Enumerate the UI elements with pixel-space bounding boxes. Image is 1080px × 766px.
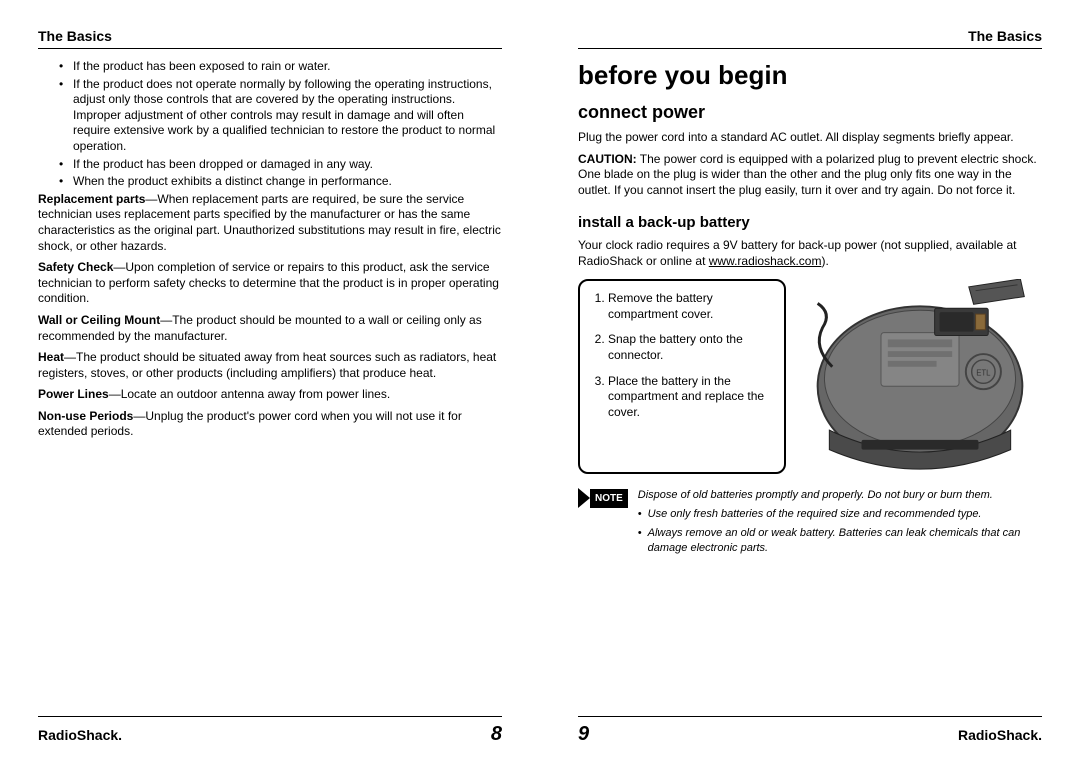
note-label: NOTE bbox=[590, 489, 628, 508]
battery-section: Remove the battery compartment cover. Sn… bbox=[578, 279, 1042, 474]
note-item: •Use only fresh batteries of the require… bbox=[638, 507, 1042, 522]
footer-left: RadioShack 8 bbox=[38, 716, 502, 746]
device-image: ETL bbox=[798, 279, 1042, 474]
right-content: before you begin connect power Plug the … bbox=[578, 59, 1042, 706]
url-link[interactable]: www.radioshack.com bbox=[709, 254, 822, 268]
page-number: 8 bbox=[491, 723, 502, 746]
brand-logo: RadioShack bbox=[958, 727, 1042, 743]
step-item: Place the battery in the compartment and… bbox=[608, 374, 772, 421]
svg-text:ETL: ETL bbox=[976, 369, 991, 378]
paragraph: Heat—The product should be situated away… bbox=[38, 350, 502, 381]
bullet-item: If the product does not operate normally… bbox=[73, 77, 502, 155]
step-item: Remove the battery compartment cover. bbox=[608, 291, 772, 322]
paragraph: Wall or Ceiling Mount—The product should… bbox=[38, 313, 502, 344]
right-page: The Basics before you begin connect powe… bbox=[540, 28, 1080, 746]
connect-text: Plug the power cord into a standard AC o… bbox=[578, 130, 1042, 146]
subsection-title: install a back-up battery bbox=[578, 213, 1042, 233]
bullet-item: If the product has been exposed to rain … bbox=[73, 59, 502, 75]
caution-text: CAUTION: The power cord is equipped with… bbox=[578, 152, 1042, 199]
clock-radio-underside-icon: ETL bbox=[805, 279, 1035, 474]
paragraph: Non-use Periods—Unplug the product's pow… bbox=[38, 409, 502, 440]
footer-right: RadioShack 9 bbox=[578, 716, 1042, 746]
page-title: before you begin bbox=[578, 59, 1042, 93]
subsection-title: connect power bbox=[578, 101, 1042, 124]
left-content: If the product has been exposed to rain … bbox=[38, 59, 502, 706]
note-block: NOTE Dispose of old batteries promptly a… bbox=[578, 488, 1042, 555]
note-item: •Always remove an old or weak battery. B… bbox=[638, 526, 1042, 556]
steps-box: Remove the battery compartment cover. Sn… bbox=[578, 279, 786, 474]
left-page: The Basics If the product has been expos… bbox=[0, 28, 540, 746]
install-text: Your clock radio requires a 9V battery f… bbox=[578, 238, 1042, 269]
section-header-right: The Basics bbox=[578, 28, 1042, 49]
note-text: Dispose of old batteries promptly and pr… bbox=[638, 488, 1042, 555]
section-header-left: The Basics bbox=[38, 28, 502, 49]
note-badge: NOTE bbox=[578, 488, 628, 508]
paragraph: Safety Check—Upon completion of service … bbox=[38, 260, 502, 307]
brand-logo: RadioShack bbox=[38, 727, 122, 743]
note-triangle-icon bbox=[578, 488, 590, 508]
bullet-item: When the product exhibits a distinct cha… bbox=[73, 174, 502, 190]
step-item: Snap the battery onto the connector. bbox=[608, 332, 772, 363]
safety-bullets: If the product has been exposed to rain … bbox=[38, 59, 502, 190]
note-first: Dispose of old batteries promptly and pr… bbox=[638, 488, 1042, 503]
paragraph: Replacement parts—When replacement parts… bbox=[38, 192, 502, 254]
paragraph: Power Lines—Locate an outdoor antenna aw… bbox=[38, 387, 502, 403]
bullet-item: If the product has been dropped or damag… bbox=[73, 157, 502, 173]
page-number: 9 bbox=[578, 723, 589, 746]
